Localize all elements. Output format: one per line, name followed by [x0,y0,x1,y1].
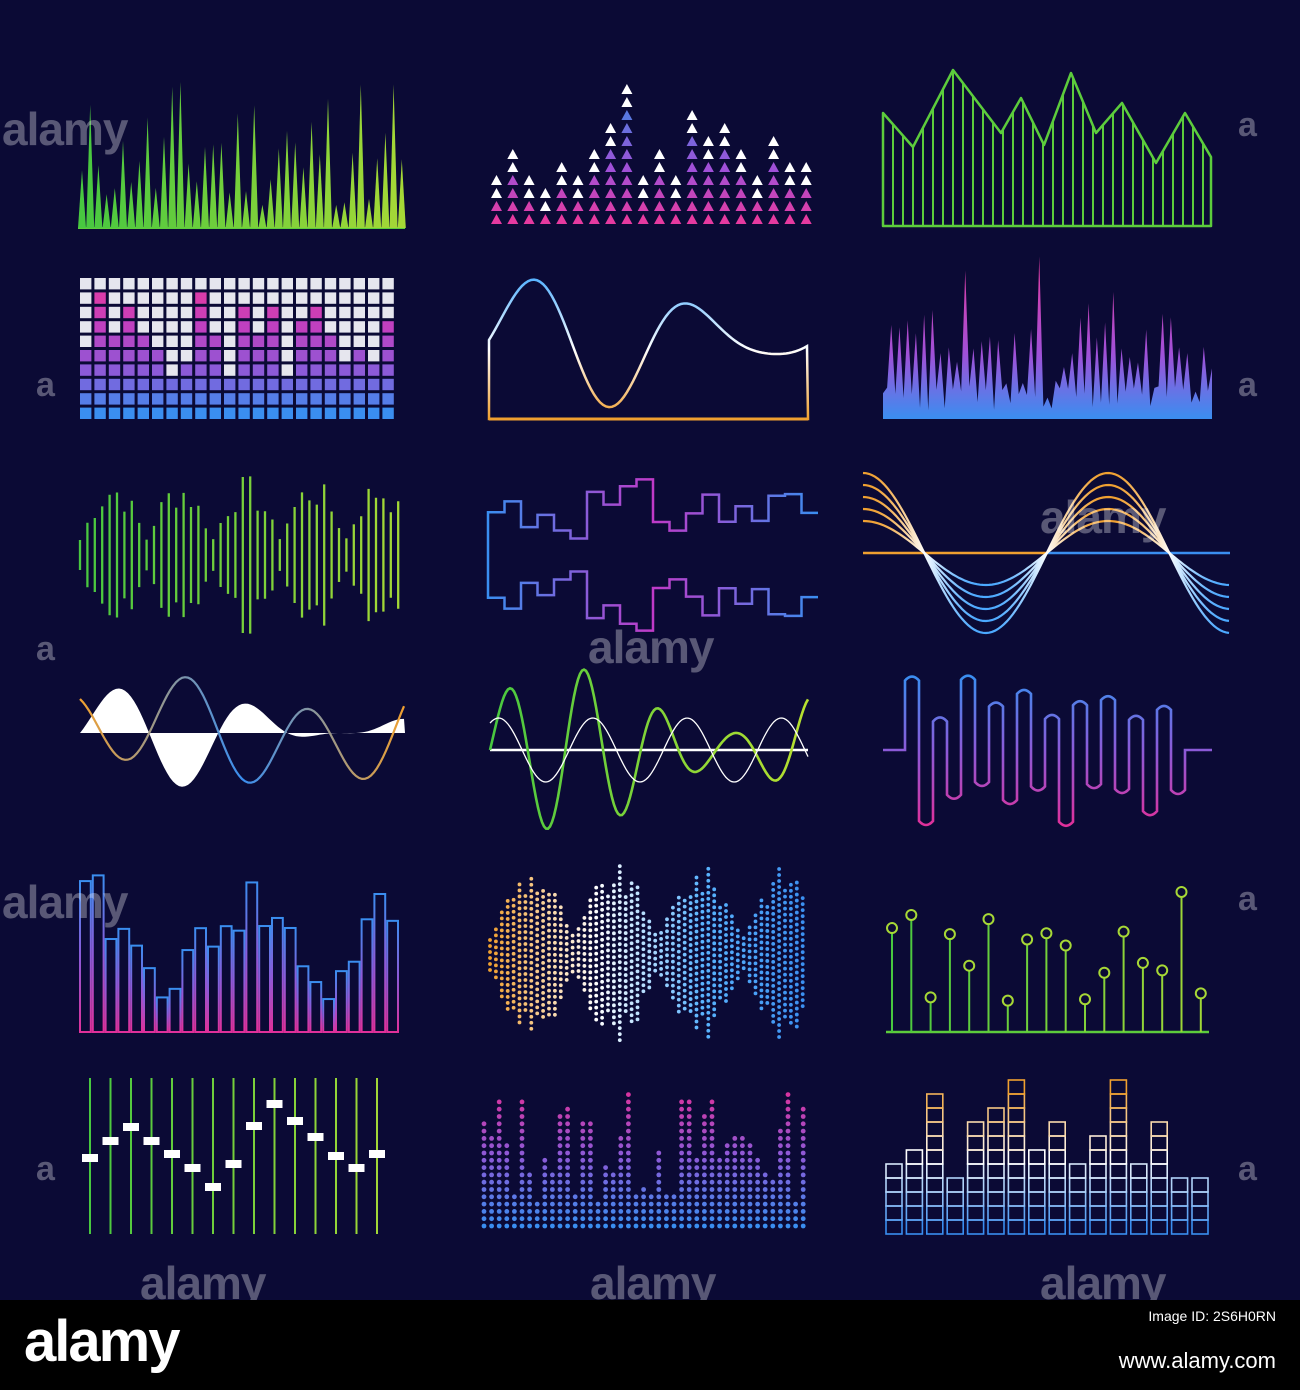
green-zigzag-bars [881,68,1213,228]
rounded-pulse-waveform [883,674,1212,828]
skyline-grid-equalizer [885,1079,1209,1235]
outline-bar-spectrum [79,874,400,1034]
dot-matrix-equalizer [481,1092,806,1229]
artwork-canvas: alamy alamy alamy alamy alamy alamy alam… [0,0,1300,1300]
smooth-wave-bars [487,278,810,421]
watermark-letter: a [36,1150,55,1188]
footer-image-id: Image ID: 2S6H0RN [1148,1308,1276,1324]
magenta-spike-spectrum [883,256,1212,419]
footer-site-link[interactable]: www.alamy.com [1118,1348,1276,1373]
watermark-letter: a [36,366,55,404]
lollipop-stem-chart [886,885,1209,1034]
green-spike-spectrum [78,81,406,229]
green-oscillation [488,668,810,831]
filled-wave-with-line [79,676,406,787]
watermark-letter: a [36,630,55,668]
watermark-letter: a [1238,1150,1257,1188]
watermark-letter: a [1238,880,1257,918]
stock-footer-bar: alamy Image ID: 2S6H0RN www.alamy.com [0,1300,1300,1390]
footer-logo[interactable]: alamy [24,1309,180,1374]
step-outline-waveform [486,478,818,632]
waveform-set [78,68,1230,1235]
layered-sine-waves [862,471,1230,635]
watermark-letter: a [1238,106,1257,144]
pixel-grid-equalizer [80,278,394,419]
watermark-letter: a [1238,366,1257,404]
dotted-waveform [488,864,805,1043]
triangle-equalizer [491,84,812,224]
green-symmetric-bars [78,476,400,634]
fader-sliders [82,1078,385,1234]
